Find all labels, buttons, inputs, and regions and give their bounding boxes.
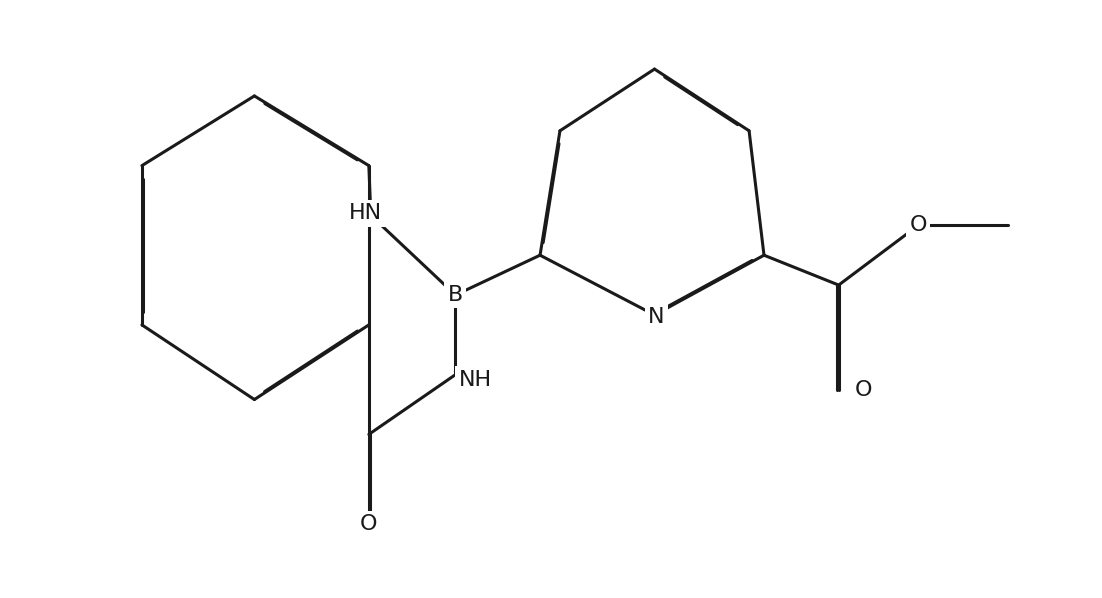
Text: NH: NH [458, 370, 491, 390]
Text: O: O [855, 380, 873, 399]
Text: HN: HN [349, 203, 382, 224]
Text: O: O [909, 215, 927, 236]
Text: N: N [648, 307, 665, 327]
Text: B: B [447, 285, 463, 305]
Text: O: O [360, 514, 378, 534]
